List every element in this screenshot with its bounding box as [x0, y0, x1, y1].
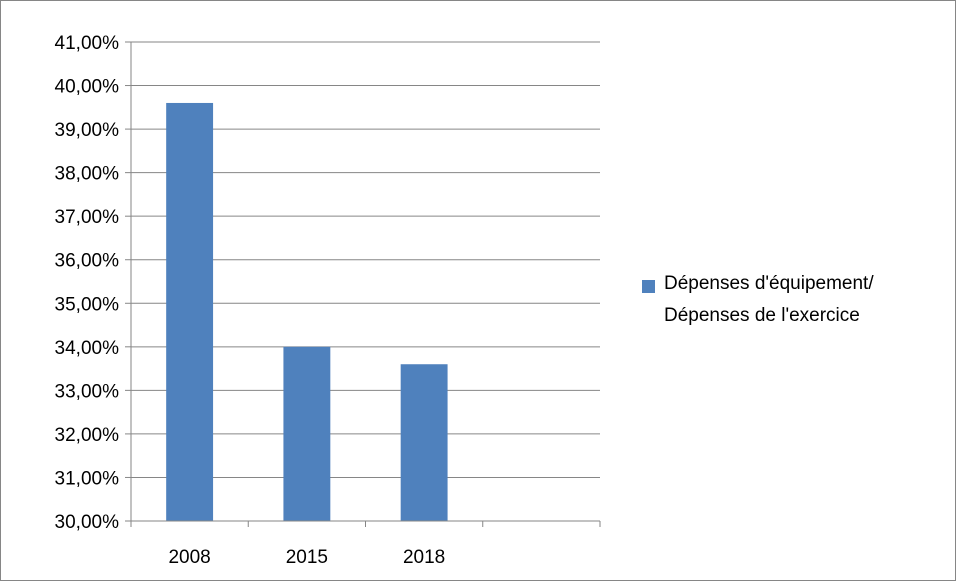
y-tick-label: 35,00% — [55, 294, 120, 315]
y-tick-label: 41,00% — [55, 33, 120, 54]
x-tick-label: 2015 — [286, 547, 328, 568]
y-tick-label: 36,00% — [55, 251, 120, 272]
legend-entry-label: Dépenses d'équipement/ Dépenses de l'exe… — [642, 268, 874, 332]
y-tick-label: 30,00% — [55, 512, 120, 533]
x-tick-labels: 2008 2015 2018 — [168, 547, 445, 568]
y-tick-label: 34,00% — [55, 338, 120, 359]
bar-2008 — [166, 102, 214, 522]
bar-2018 — [400, 364, 448, 521]
bar-2015 — [283, 346, 331, 521]
y-tick-label: 32,00% — [55, 425, 120, 446]
legend-label-line-2: Dépenses de l'exercice — [664, 305, 860, 326]
y-tick-label: 33,00% — [55, 381, 120, 402]
bars — [166, 102, 448, 522]
legend: Dépenses d'équipement/ Dépenses de l'exe… — [642, 268, 874, 332]
x-tick-label: 2018 — [403, 547, 445, 568]
y-tick-labels: 30,00% 31,00% 32,00% 33,00% 34,00% 35,00% 36,0… — [55, 33, 120, 533]
legend-swatch — [642, 280, 655, 293]
y-tick-label: 39,00% — [55, 120, 120, 141]
legend-label-line-1: Dépenses d'équipement/ — [664, 273, 874, 294]
y-tick-label: 31,00% — [55, 468, 120, 489]
y-tick-label: 38,00% — [55, 164, 120, 185]
y-tick-label: 40,00% — [55, 77, 120, 98]
axes — [125, 41, 601, 527]
y-tick-label: 37,00% — [55, 207, 120, 228]
x-tick-label: 2008 — [168, 547, 210, 568]
